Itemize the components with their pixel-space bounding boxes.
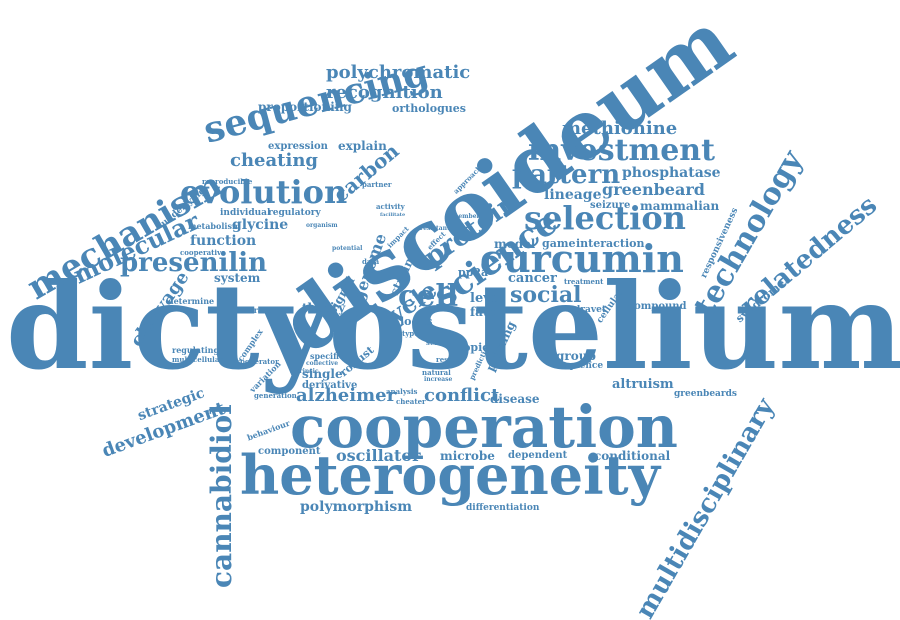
word-pp2a: pp2a xyxy=(458,266,489,279)
word-compound: compound xyxy=(628,301,687,312)
word-treatment: treatment xyxy=(564,277,604,286)
word-increase: increase xyxy=(424,376,453,383)
word-reproducible: reproducible xyxy=(202,177,253,186)
word-generate: generate xyxy=(232,305,272,315)
word-presenilin: presenilin xyxy=(120,248,268,278)
word-natural: natural xyxy=(422,368,451,377)
word-type: type xyxy=(402,329,419,338)
word-intrinsic: intrinsic xyxy=(290,368,319,375)
word-polychromatic: polychromatic xyxy=(326,62,471,83)
word-regulatory: regulatory xyxy=(268,208,321,218)
word-data: data xyxy=(362,257,380,266)
word-level: level xyxy=(470,291,504,306)
word-individual: individual xyxy=(220,208,271,218)
word-conflict: conflict xyxy=(424,385,500,406)
word-topic: topic xyxy=(458,341,489,354)
word-phosphatase: phosphatase xyxy=(622,165,721,181)
word-proportioning: proportioning xyxy=(258,100,352,114)
word-theory: theory xyxy=(302,301,346,315)
word-altruism: altruism xyxy=(612,377,674,392)
word-dravet: dravet xyxy=(574,305,606,315)
word-lineage: lineage xyxy=(544,187,602,203)
word-dependent: dependent xyxy=(508,450,568,461)
word-component: component xyxy=(258,446,321,457)
word-disease: disease xyxy=(490,392,540,406)
word-multicellular: multicellular xyxy=(172,355,224,364)
word-self: self xyxy=(426,338,441,347)
word-oscillator: oscillator xyxy=(336,446,421,465)
word-cell: cell xyxy=(398,279,459,314)
word-conditional: conditional xyxy=(594,449,671,463)
word-recognition: recognition xyxy=(326,82,443,103)
word-explain: explain xyxy=(338,139,387,153)
word-investment: investment xyxy=(528,133,715,168)
word-mammalian: mammalian xyxy=(640,199,720,213)
word-specific: specific xyxy=(310,351,344,361)
word-cancer: cancer xyxy=(508,271,557,286)
word-model: model xyxy=(494,237,536,251)
word-greenbeard: greenbeard xyxy=(602,180,705,199)
word-alzheimer: alzheimer xyxy=(296,385,397,406)
word-member: member xyxy=(452,213,480,220)
word-organism: organism xyxy=(306,222,338,229)
word-evolution: evolution xyxy=(180,173,348,211)
word-function: function xyxy=(190,233,257,249)
word-result: result xyxy=(436,355,460,364)
word-cannabidiol: cannabidiol xyxy=(205,404,238,588)
word-seizure: seizure xyxy=(590,200,631,211)
word-behaviour: behaviour xyxy=(245,417,292,443)
word-single: single xyxy=(302,367,343,381)
word-regulating: regulating xyxy=(172,345,220,355)
word-polymorphism: polymorphism xyxy=(300,499,413,515)
word-cheater: cheater xyxy=(396,397,426,406)
word-analysis: analysis xyxy=(386,387,418,396)
word-expression: expression xyxy=(268,141,328,152)
word-determine: determine xyxy=(168,296,215,306)
word-partner: partner xyxy=(362,180,392,189)
word-cooperative: cooperative xyxy=(180,248,226,257)
word-potential: potential xyxy=(332,245,363,252)
word-locus: locus xyxy=(400,315,433,328)
word-interaction: interaction xyxy=(576,237,645,250)
word-selection: selection xyxy=(524,199,686,237)
word-game: game xyxy=(542,237,576,250)
word-system: system xyxy=(214,271,261,285)
word-sequence: sequence xyxy=(556,361,604,371)
word-social: social xyxy=(510,282,582,308)
word-pattern: pattern xyxy=(512,160,621,190)
word-cooperator: cooperator xyxy=(236,357,279,366)
word-derivative: derivative xyxy=(302,380,358,391)
word-group: group xyxy=(556,349,596,363)
word-greenbeards: greenbeards xyxy=(674,389,737,399)
word-activity: activity xyxy=(376,202,405,211)
word-methionine: methionine xyxy=(562,118,678,139)
word-resistant: resistant xyxy=(420,225,450,232)
word-generation: generation xyxy=(254,391,297,400)
word-differentiation: differentiation xyxy=(466,503,540,513)
word-cheating: cheating xyxy=(230,150,318,171)
word-collective: collective xyxy=(306,360,339,367)
word-cooperation: cooperation xyxy=(290,393,678,461)
word-orthologues: orthologues xyxy=(392,102,466,115)
word-dictyostelium: dictyostelium xyxy=(6,257,900,396)
word-glycine: glycine xyxy=(232,217,289,233)
word-heterogeneity: heterogeneity xyxy=(240,443,660,507)
word-fate: fate xyxy=(470,305,497,319)
word-microbe: microbe xyxy=(440,449,495,463)
word-curcumin: curcumin xyxy=(480,236,684,281)
word-metabolism: metabolism xyxy=(188,221,241,231)
word-facilitate: facilitate xyxy=(380,212,406,218)
